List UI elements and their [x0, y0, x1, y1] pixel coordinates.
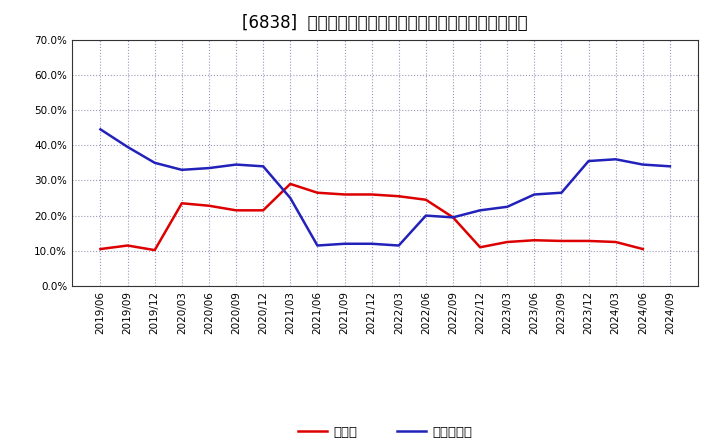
有利子負債 [639, 162, 647, 167]
現預金 [341, 192, 349, 197]
現預金 [449, 215, 457, 220]
有利子負債 [150, 160, 159, 165]
Line: 有利子負債: 有利子負債 [101, 129, 670, 246]
有利子負債 [96, 127, 105, 132]
現預金 [96, 246, 105, 252]
有利子負債 [503, 204, 511, 209]
有利子負債 [530, 192, 539, 197]
現預金 [232, 208, 240, 213]
有利子負債 [665, 164, 674, 169]
有利子負債 [367, 241, 376, 246]
有利子負債 [313, 243, 322, 248]
現預金 [476, 245, 485, 250]
現預金 [367, 192, 376, 197]
有利子負債 [259, 164, 268, 169]
現預金 [286, 181, 294, 187]
Legend: 現預金, 有利子負債: 現預金, 有利子負債 [292, 421, 478, 440]
現預金 [503, 239, 511, 245]
現預金 [395, 194, 403, 199]
有利子負債 [611, 157, 620, 162]
有利子負債 [341, 241, 349, 246]
現預金 [611, 239, 620, 245]
有利子負債 [395, 243, 403, 248]
有利子負債 [204, 165, 213, 171]
現預金 [178, 201, 186, 206]
現預金 [150, 247, 159, 253]
現預金 [530, 238, 539, 243]
Title: [6838]  現預金、有利子負債の総資産に対する比率の推移: [6838] 現預金、有利子負債の総資産に対する比率の推移 [243, 15, 528, 33]
有利子負債 [421, 213, 430, 218]
有利子負債 [557, 190, 566, 195]
有利子負債 [123, 144, 132, 150]
有利子負債 [449, 215, 457, 220]
有利子負債 [178, 167, 186, 172]
有利子負債 [584, 158, 593, 164]
現預金 [259, 208, 268, 213]
現預金 [584, 238, 593, 244]
現預金 [557, 238, 566, 244]
有利子負債 [232, 162, 240, 167]
有利子負債 [476, 208, 485, 213]
現預金 [123, 243, 132, 248]
現預金 [313, 190, 322, 195]
Line: 現預金: 現預金 [101, 184, 643, 250]
現預金 [421, 197, 430, 202]
現預金 [639, 246, 647, 252]
現預金 [204, 203, 213, 209]
有利子負債 [286, 195, 294, 201]
